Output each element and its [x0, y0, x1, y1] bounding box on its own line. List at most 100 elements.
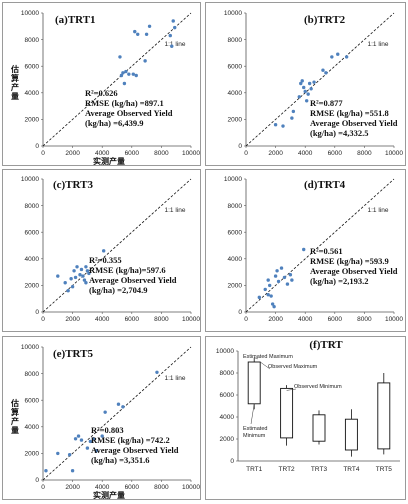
data-point — [291, 109, 296, 114]
data-point — [300, 79, 304, 83]
y-tick-label: 8000 — [228, 203, 243, 210]
annotation-estimated-minimum-2: Minimum — [243, 433, 266, 439]
box — [280, 387, 294, 439]
stat-line: RMSE (kg/ha) =551.8 — [310, 108, 389, 118]
x-tick-label: 6000 — [328, 316, 343, 323]
data-point — [299, 81, 303, 86]
y-tick-label: 4000 — [25, 424, 40, 431]
data-point — [119, 73, 124, 78]
data-point — [297, 95, 301, 99]
x-tick-label: 8000 — [154, 150, 169, 157]
y-tick-label: 8000 — [25, 37, 40, 44]
y-tick-label: 2000 — [220, 436, 235, 443]
panel-title: (e)TRT5 — [53, 348, 93, 360]
data-point — [170, 44, 174, 48]
y-tick-label: 10000 — [224, 176, 242, 183]
data-point — [168, 33, 172, 38]
data-point — [269, 294, 273, 298]
y-tick-label: 6000 — [228, 229, 243, 236]
data-point — [136, 32, 140, 36]
data-point — [70, 285, 75, 289]
one-to-one-line-label: 1:1 line — [165, 375, 186, 382]
panel-title: (b)TRT2 — [304, 14, 346, 26]
data-point — [272, 304, 276, 309]
data-point — [73, 275, 78, 280]
panel-trt1: 0 2000 4000 6000 8000 10000 0 2000 4000 6000 8000 1… — [2, 2, 201, 166]
data-point — [267, 283, 272, 288]
data-point — [279, 266, 284, 270]
y-tick-label: 8000 — [25, 203, 40, 210]
y-tick-label: 4000 — [25, 90, 40, 97]
stat-line: (kg/ha) =2,704.9 — [89, 285, 147, 295]
x-tick-label: TRT5 — [376, 466, 393, 473]
y-tick-label: 10000 — [216, 348, 234, 355]
data-point — [307, 81, 312, 86]
data-point — [309, 87, 313, 91]
scatter-chart-trt2: 0 2000 4000 6000 8000 10000 0 2000 4000 6000 8000 1… — [224, 10, 403, 157]
scatter-chart-trt4: 0 2000 4000 6000 8000 10000 0 2000 4000 6000 8000 1… — [224, 176, 403, 323]
stat-line: Average Observed Yield — [85, 108, 173, 118]
x-tick-label: 2000 — [65, 150, 80, 157]
y-tick-label: 0 — [230, 458, 234, 465]
one-to-one-line-label: 1:1 line — [368, 41, 389, 48]
data-point — [88, 439, 93, 444]
data-point — [133, 29, 137, 34]
y-tick-label: 2000 — [228, 283, 243, 290]
data-point — [76, 434, 81, 438]
data-point — [56, 274, 60, 278]
data-point — [155, 370, 159, 374]
y-tick-label: 8000 — [220, 370, 235, 377]
x-tick-label: 10000 — [182, 150, 200, 157]
data-point — [79, 438, 84, 442]
data-point — [131, 72, 135, 76]
annotation-leader-line — [260, 361, 271, 370]
x-tick-label: TRT1 — [246, 466, 263, 473]
data-point — [56, 451, 60, 456]
data-point — [84, 281, 88, 285]
one-to-one-line — [42, 346, 192, 481]
box — [377, 382, 391, 450]
x-tick-label: 8000 — [357, 316, 372, 323]
data-point — [127, 72, 131, 76]
x-axis-label: 实测产量 — [93, 156, 125, 165]
annotation-observed-minimum: Observed Minimum — [294, 384, 342, 390]
x-tick-label: TRT2 — [279, 466, 296, 473]
data-point — [81, 274, 85, 278]
y-tick-label: 8000 — [228, 37, 243, 44]
boxplot-chart-trt: (f)TRT 0 2000 4000 6000 8000 10000 TRT1 TRT2 TRT3… — [216, 339, 400, 473]
data-point — [69, 277, 73, 281]
x-tick-label: 10000 — [182, 316, 200, 323]
y-tick-label: 4000 — [228, 256, 243, 263]
data-point — [266, 278, 270, 282]
x-tick-label: 4000 — [298, 150, 313, 157]
y-tick-label: 2000 — [25, 283, 40, 290]
x-tick-label: 4000 — [298, 316, 313, 323]
x-tick-label: 2000 — [65, 484, 80, 491]
data-point — [63, 281, 67, 285]
y-tick-label: 6000 — [25, 229, 40, 236]
data-point — [44, 468, 48, 473]
data-point — [304, 99, 309, 103]
data-point — [87, 271, 91, 276]
x-tick-label: 0 — [41, 316, 45, 323]
stat-line: RMSE (kg/ha) =593.9 — [310, 256, 389, 266]
x-tick-label: 2000 — [268, 150, 283, 157]
data-point — [324, 71, 328, 75]
scatter-chart-trt1: 0 2000 4000 6000 8000 10000 0 2000 4000 6000 8000 1… — [11, 10, 201, 166]
x-tick-label: 4000 — [95, 150, 110, 157]
one-to-one-line-label: 1:1 line — [368, 207, 389, 214]
data-point — [124, 69, 128, 74]
x-tick-label: 10000 — [385, 316, 403, 323]
data-point — [282, 275, 287, 280]
data-point — [147, 24, 152, 28]
y-tick-label: 6000 — [25, 397, 40, 404]
x-tick-label: 2000 — [268, 316, 283, 323]
y-tick-label: 4000 — [220, 414, 235, 421]
annotation-estimated-maximum: Estimated Maximum — [243, 354, 293, 360]
data-point — [273, 274, 278, 278]
x-tick-label: 6000 — [125, 150, 140, 157]
panel-title: (f)TRT — [309, 339, 343, 351]
stat-line: R²=0.561 — [310, 246, 343, 256]
y-tick-label: 10000 — [21, 344, 39, 351]
x-tick-label: 8000 — [154, 316, 169, 323]
